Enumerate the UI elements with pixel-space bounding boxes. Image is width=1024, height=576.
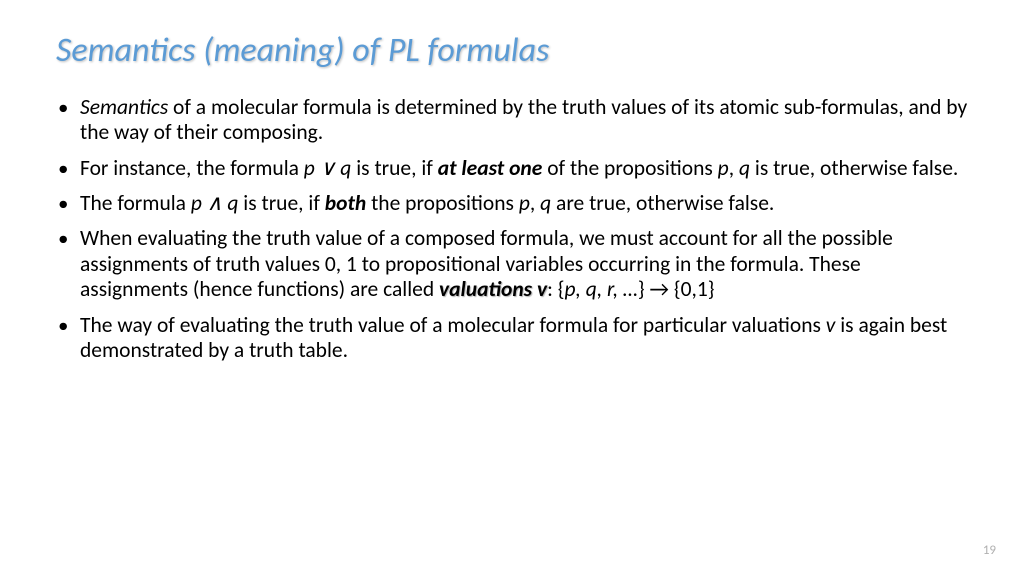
b3-mid: is true, if [238,190,324,216]
b2-mid2: of the propositions [542,155,717,181]
b2-end: is true, otherwise false. [750,155,958,181]
bullet-1-rest: of a molecular formula is determined by … [80,94,967,145]
b2-pre: For instance, the formula [80,155,304,181]
b2-formula: p ∨ q [304,155,352,181]
b4-colon: : { [547,276,564,302]
b2-mid: is true, if [351,155,437,181]
b3-p: p [519,190,530,216]
b3-mid2: the propositions [366,190,519,216]
semantics-word: Semantics [80,94,168,120]
b2-comma: , [729,155,739,181]
b3-pre: The formula [80,190,191,216]
b2-emphasis: at least one [438,155,543,181]
b3-emphasis: both [325,190,366,216]
b5-v: v [826,312,836,338]
b4-brace: } [638,276,650,302]
slide-title: Semantics (meaning) of PL formulas [56,30,968,71]
bullet-4: When evaluating the truth value of a com… [76,226,968,302]
bullet-2: For instance, the formula p ∨ q is true,… [76,156,968,181]
bullet-1: Semantics of a molecular formula is dete… [76,95,968,146]
b3-formula: p ∧ q [191,190,239,216]
b4-end: {0,1} [669,276,715,302]
b2-p: p [718,155,729,181]
b4-arrow: → [649,276,668,302]
b5-pre: The way of evaluating the truth value of… [80,312,826,338]
page-number: 19 [983,543,996,558]
bullet-3: The formula p ∧ q is true, if both the p… [76,191,968,216]
bullet-5: The way of evaluating the truth value of… [76,313,968,364]
b3-q: q [540,190,551,216]
b4-set: p, q, r, … [564,276,637,302]
b4-valuations: valuations v [439,276,547,302]
b3-comma: , [530,190,540,216]
b2-q: q [739,155,750,181]
bullet-list: Semantics of a molecular formula is dete… [56,95,968,363]
b3-end: are true, otherwise false. [551,190,774,216]
